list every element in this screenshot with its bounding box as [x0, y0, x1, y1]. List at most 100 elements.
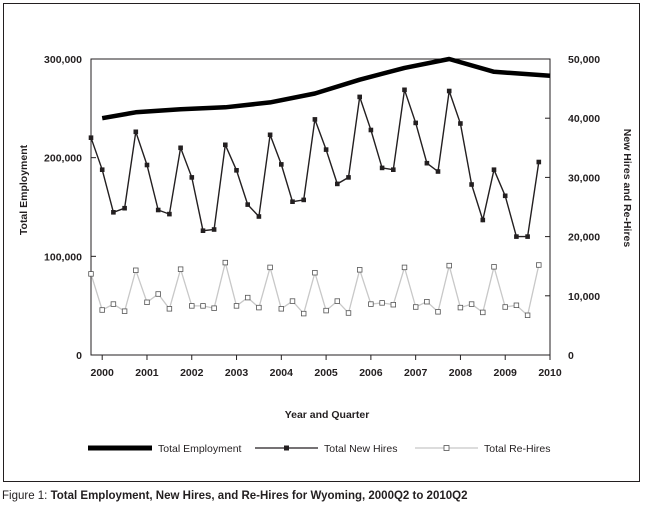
rehires-point [189, 303, 195, 309]
new-hires-point [211, 227, 217, 232]
legend-label-total-employment: Total Employment [158, 443, 242, 455]
new-hires-point [133, 129, 139, 135]
new-hires-point [234, 168, 239, 173]
rehires-point [334, 298, 340, 304]
y-axis-left-label: Total Employment [18, 144, 30, 235]
rehires-point [524, 312, 531, 318]
rehires-point [256, 304, 262, 311]
new-hires-point [458, 121, 463, 126]
new-hires-point [155, 207, 161, 213]
new-hires-point [122, 205, 127, 211]
new-hires-point [189, 175, 195, 180]
rehires-point [233, 303, 240, 309]
caption-text: Total Employment, New Hires, and Re-Hire… [50, 490, 468, 502]
rehires-point [99, 307, 105, 313]
rehires-point [536, 262, 542, 268]
x-tick-label: 2003 [225, 367, 249, 379]
legend: Total Employment Total New Hires Total R… [88, 443, 551, 455]
rehires-point [323, 307, 329, 314]
new-hires-point [424, 160, 430, 166]
rehires-point [446, 262, 452, 269]
left-tick-label: 0 [76, 350, 82, 362]
new-hires-point [480, 217, 486, 223]
legend-label-new-hires: Total New Hires [324, 443, 398, 455]
right-tick-label: 20,000 [568, 232, 600, 244]
figure-caption: Figure 1: Total Employment, New Hires, a… [2, 490, 467, 502]
rehires-point [144, 299, 150, 305]
caption-lead: Figure 1: [2, 490, 48, 502]
right-tick-label: 10,000 [568, 291, 600, 303]
new-hires-point [446, 88, 452, 94]
rehires-point [88, 271, 94, 277]
left-tick-label: 200,000 [44, 153, 82, 165]
rehires-point [121, 308, 128, 314]
new-hires-point [502, 193, 508, 199]
legend-marker-rehires [443, 445, 450, 451]
x-tick-label: 2004 [270, 367, 294, 379]
x-tick-label: 2008 [449, 367, 473, 379]
rehires-point [480, 309, 486, 316]
new-hires-point [200, 228, 206, 233]
x-tick-label: 2000 [91, 367, 115, 379]
new-hires-point [357, 94, 362, 100]
x-tick-label: 2009 [494, 367, 518, 379]
x-tick-label: 2002 [180, 367, 204, 379]
rehires-point [435, 309, 441, 315]
rehires-point [368, 301, 374, 307]
plot-area [90, 58, 551, 356]
new-hires-point [279, 162, 284, 167]
rehires-point [312, 269, 318, 276]
left-tick-label: 100,000 [44, 251, 82, 263]
rehires-point [412, 304, 419, 310]
right-tick-label: 0 [568, 350, 574, 362]
rehires-point [177, 266, 184, 272]
series-layer [88, 56, 551, 318]
new-hires-point [368, 127, 374, 133]
new-hires-point [402, 87, 407, 93]
x-axis-label: Year and Quarter [285, 409, 370, 421]
new-hires-point [335, 181, 340, 187]
new-hires-point [435, 169, 441, 174]
new-hires-point [525, 234, 530, 239]
rehires-point [513, 302, 520, 308]
rehires-point [502, 304, 508, 310]
rehires-point [155, 291, 161, 297]
new-hires-point [536, 159, 542, 165]
new-hires-point [223, 142, 228, 148]
y-axis-right-label: New Hires and Re-Hires [621, 129, 633, 248]
rehires-point [491, 264, 497, 270]
new-hires-point [469, 182, 474, 187]
rehires-point [267, 264, 273, 271]
rehires-point [457, 304, 464, 311]
rehires-point [390, 301, 396, 308]
new-hires-point [267, 132, 273, 138]
legend-marker-new-hires [284, 445, 289, 451]
rehires-point [166, 306, 173, 312]
new-hires-point [111, 210, 116, 215]
left-tick-label: 300,000 [44, 54, 82, 66]
new-hires-point [312, 117, 318, 122]
x-tick-label: 2007 [404, 367, 428, 379]
rehires-point [356, 267, 363, 273]
new-hires-point [346, 175, 351, 180]
series-total-employment-line [101, 56, 551, 121]
rehires-point [468, 301, 475, 307]
new-hires-point [379, 165, 385, 171]
new-hires-point [290, 199, 295, 204]
new-hires-point [144, 162, 150, 168]
rehires-point [278, 306, 284, 312]
new-hires-point [88, 135, 94, 140]
x-tick-label: 2001 [135, 367, 159, 379]
rehires-point [222, 259, 228, 266]
rehires-point [133, 267, 139, 273]
new-hires-point [413, 120, 418, 126]
new-hires-point [178, 145, 183, 151]
left-axis-ticks: 0 100,000 200,000 300,000 [44, 54, 96, 362]
rehires-point [345, 310, 352, 316]
rehires-point [244, 294, 251, 301]
right-tick-label: 50,000 [568, 54, 600, 66]
legend-label-rehires: Total Re-Hires [484, 443, 551, 455]
rehires-point [289, 298, 296, 304]
right-tick-label: 40,000 [568, 113, 600, 125]
new-hires-point [391, 167, 396, 172]
